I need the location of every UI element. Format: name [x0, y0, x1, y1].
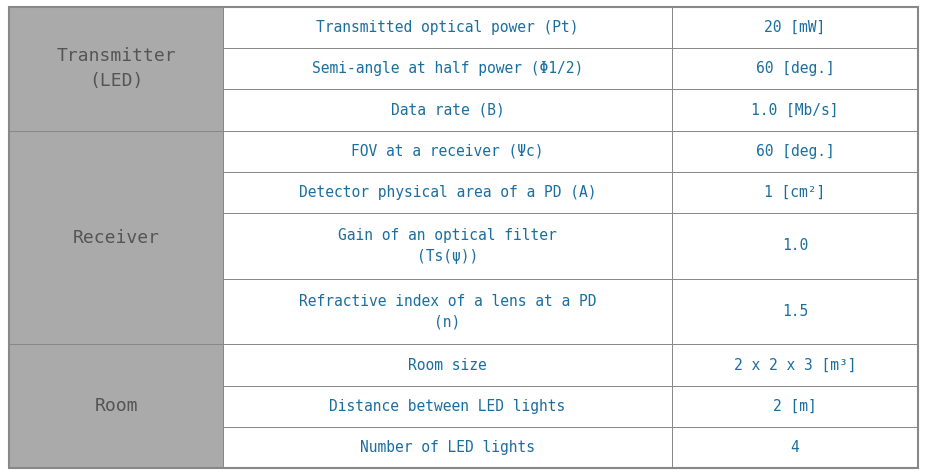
Bar — [222, 344, 672, 386]
Text: Room size: Room size — [408, 358, 487, 372]
Bar — [672, 7, 918, 48]
Bar — [222, 279, 672, 344]
Bar — [222, 386, 672, 427]
Bar — [672, 279, 918, 344]
Bar — [672, 213, 918, 279]
Bar — [222, 48, 672, 89]
Bar — [9, 131, 222, 344]
Bar — [672, 427, 918, 468]
Text: Detector physical area of a PD (A): Detector physical area of a PD (A) — [298, 185, 596, 200]
Text: 2 [m]: 2 [m] — [773, 399, 817, 414]
Text: Distance between LED lights: Distance between LED lights — [329, 399, 565, 414]
Text: 20 [mW]: 20 [mW] — [765, 20, 826, 35]
Text: Transmitted optical power (Pt): Transmitted optical power (Pt) — [316, 20, 578, 35]
Text: Room: Room — [95, 397, 138, 415]
Text: 4: 4 — [791, 440, 799, 455]
Bar — [9, 7, 222, 131]
Text: Number of LED lights: Number of LED lights — [360, 440, 535, 455]
Text: Transmitter
(LED): Transmitter (LED) — [57, 48, 176, 90]
Text: Refractive index of a lens at a PD
(n): Refractive index of a lens at a PD (n) — [298, 294, 596, 330]
Text: Semi-angle at half power (Φ1/2): Semi-angle at half power (Φ1/2) — [312, 61, 583, 76]
Text: Receiver: Receiver — [72, 228, 159, 247]
Text: 1.5: 1.5 — [782, 304, 808, 319]
Text: 1.0 [Mb/s]: 1.0 [Mb/s] — [752, 103, 839, 117]
Text: 2 x 2 x 3 [m³]: 2 x 2 x 3 [m³] — [734, 358, 857, 372]
Bar — [222, 213, 672, 279]
Bar — [672, 171, 918, 213]
Text: FOV at a receiver (Ψc): FOV at a receiver (Ψc) — [351, 143, 544, 159]
Bar — [672, 89, 918, 131]
Text: Data rate (B): Data rate (B) — [390, 103, 504, 117]
Text: 60 [deg.]: 60 [deg.] — [756, 61, 834, 76]
Bar — [222, 427, 672, 468]
Text: Gain of an optical filter
(Ts(ψ)): Gain of an optical filter (Ts(ψ)) — [338, 228, 557, 264]
Bar — [9, 344, 222, 468]
Bar — [222, 7, 672, 48]
Text: 60 [deg.]: 60 [deg.] — [756, 143, 834, 159]
Bar — [222, 89, 672, 131]
Bar — [222, 131, 672, 171]
Bar — [672, 344, 918, 386]
Bar — [672, 48, 918, 89]
Text: 1.0: 1.0 — [782, 238, 808, 253]
Bar — [222, 171, 672, 213]
Text: 1 [cm²]: 1 [cm²] — [765, 185, 826, 200]
Bar — [672, 386, 918, 427]
Bar — [672, 131, 918, 171]
